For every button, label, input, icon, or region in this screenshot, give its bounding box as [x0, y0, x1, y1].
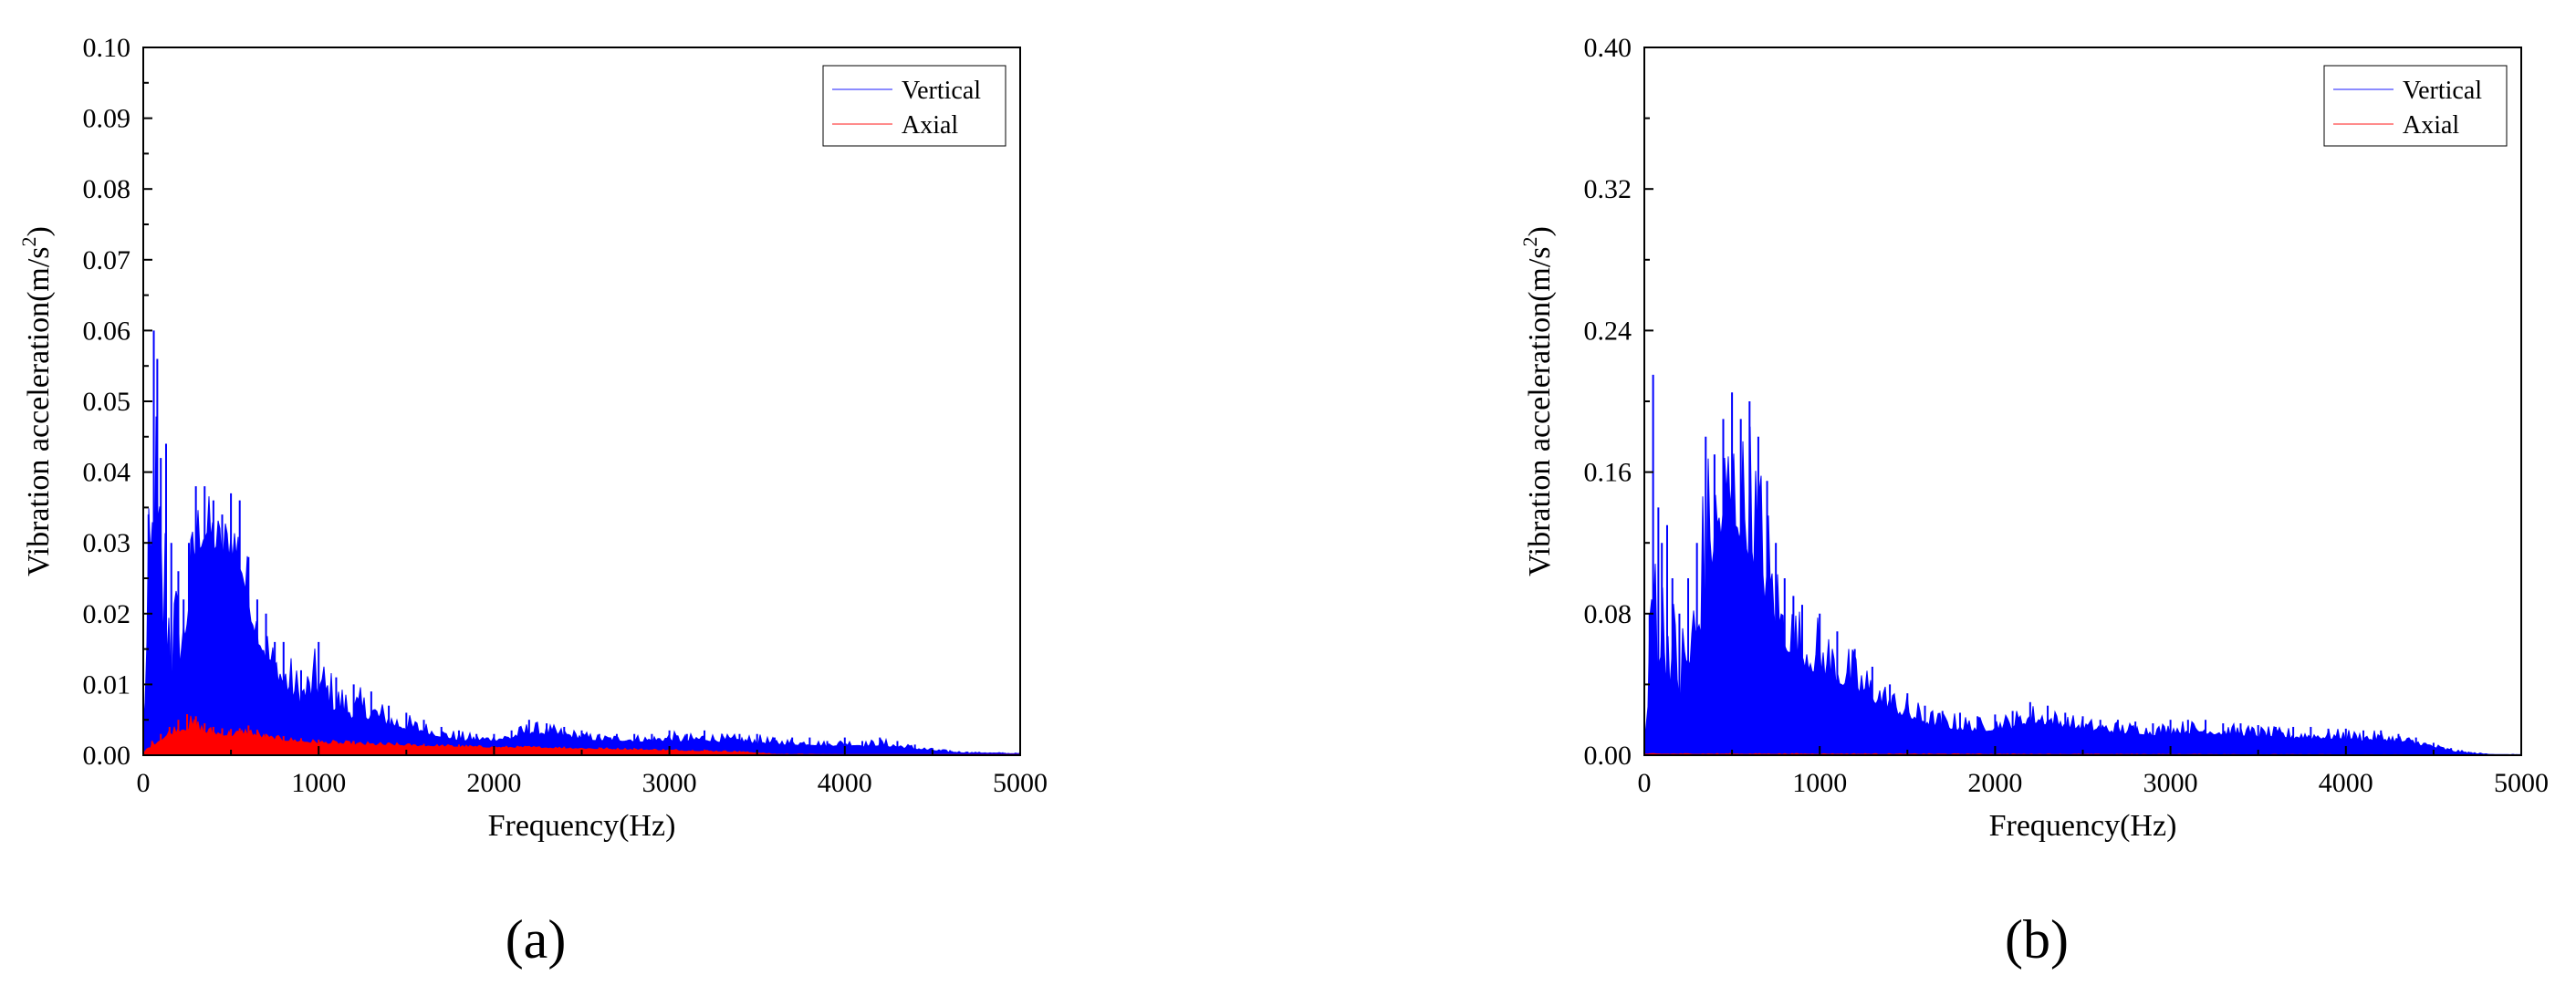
chart-panel-a: 0 1000 2000 3000 4000 5000 0.00 0.01 0.02 0.03 0.0… [17, 33, 1048, 970]
legend-box [822, 65, 1006, 147]
y-tick-label: 0.03 [83, 528, 131, 558]
y-tick-label: 0.32 [1584, 174, 1632, 204]
panel-label: (a) [506, 909, 567, 970]
x-tick-label: 1000 [1792, 768, 1847, 798]
y-axis-title: Vibration acceleration(m/s2) [1518, 226, 1557, 576]
x-tick-label: 3000 [642, 768, 697, 798]
x-tick-label: 2000 [466, 768, 521, 798]
y-tick-label: 0.40 [1584, 33, 1632, 63]
x-tick-label: 1000 [291, 768, 346, 798]
x-tick-label: 3000 [2143, 768, 2198, 798]
x-tick-label: 4000 [818, 768, 872, 798]
x-axis-title: Frequency(Hz) [488, 809, 676, 843]
y-tick-label: 0.08 [83, 174, 131, 204]
y-tick-label: 0.08 [1584, 599, 1632, 629]
legend-label-axial: Axial [2403, 111, 2459, 140]
x-tick-label: 4000 [2319, 768, 2373, 798]
y-tick-label: 0.05 [83, 387, 131, 417]
legend-label-vertical: Vertical [902, 77, 981, 105]
legend-label-axial: Axial [902, 111, 958, 140]
x-tick-label: 2000 [1967, 768, 2022, 798]
x-axis-title: Frequency(Hz) [1989, 809, 2177, 843]
y-tick-label: 0.01 [83, 669, 131, 700]
y-tick-label: 0.00 [83, 741, 131, 771]
y-axis-title: Vibration acceleration(m/s2) [17, 226, 56, 576]
y-tick-label: 0.16 [1584, 458, 1632, 488]
series-vertical [1644, 374, 2521, 755]
legend-box [2323, 65, 2508, 147]
legend: Vertical Axial [2323, 65, 2508, 147]
legend-label-vertical: Vertical [2403, 77, 2482, 105]
y-tick-label: 0.10 [83, 33, 131, 63]
y-tick-label: 0.09 [83, 104, 131, 134]
x-tick-label: 5000 [993, 768, 1048, 798]
x-tick-label: 5000 [2494, 768, 2549, 798]
legend: Vertical Axial [822, 65, 1006, 147]
y-tick-label: 0.06 [83, 316, 131, 346]
x-tick-label: 0 [1638, 768, 1652, 798]
y-tick-label: 0.24 [1584, 316, 1632, 346]
y-tick-label: 0.00 [1584, 741, 1632, 771]
y-tick-label: 0.04 [83, 458, 131, 488]
series-vertical [143, 330, 1020, 755]
chart-panel-b: 0 1000 2000 3000 4000 5000 0.00 0.08 0.16 0.24 0.3… [1518, 33, 2549, 970]
y-tick-label: 0.07 [83, 245, 131, 275]
y-tick-label: 0.02 [83, 599, 131, 629]
x-tick-label: 0 [137, 768, 151, 798]
panel-label: (b) [2005, 909, 2069, 970]
